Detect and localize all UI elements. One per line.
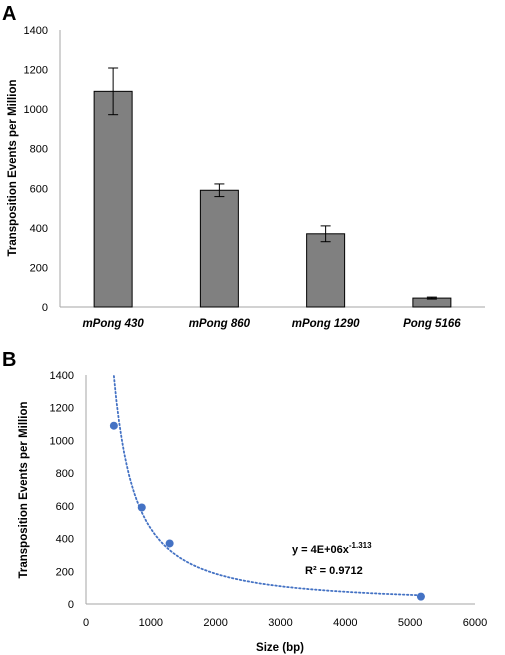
panel-b-x-axis-label: Size (bp) [256,642,304,654]
bar [93,90,133,308]
panel-b-y-ticks: 0 200 400 600 800 1000 1200 1400 [50,370,74,611]
panel-b-x-tick-label: 3000 [268,617,292,629]
panel-b-x-tick-label: 2000 [203,617,227,629]
bar [306,233,346,308]
panel-a-bars [93,67,452,308]
panel-b-trendline [113,375,422,597]
panel-a-category-label: mPong 430 [82,318,144,330]
panel-b-y-tick-label: 200 [56,566,74,578]
panel-a-category-label: mPong 860 [189,318,251,330]
panel-b-y-tick-label: 1000 [50,435,74,447]
panel-a-y-axis-label: Transposition Events per Million [7,80,19,257]
panel-b-x-tick-label: 0 [83,617,89,629]
panel-a-y-tick-label: 0 [42,302,48,314]
panel-b-y-axis-label: Transposition Events per Million [18,402,30,579]
panel-b-y-tick-label: 1400 [50,370,74,382]
panel-b-x-tick-label: 4000 [333,617,357,629]
panel-a-category-label: Pong 5166 [403,318,461,330]
panel-b-points [109,421,425,601]
panel-b-letter: B [2,349,16,371]
panel-a-category-label: mPong 1290 [292,318,360,330]
panel-a-y-tick-label: 800 [30,144,48,156]
panel-b-y-tick-label: 600 [56,501,74,513]
panel-a-y-tick-label: 1400 [24,25,48,37]
panel-a-letter: A [2,3,16,25]
data-point [137,503,146,512]
data-point [416,592,425,601]
trendline-equation: y = 4E+06x-1.313 [292,541,372,556]
panel-b-y-tick-label: 800 [56,468,74,480]
panel-a-y-tick-label: 400 [30,223,48,235]
panel-a-y-tick-label: 1000 [24,104,48,116]
panel-a-y-ticks: 0 200 400 600 800 1000 1200 1400 [24,25,48,314]
data-point [165,539,174,548]
panel-a-y-tick-label: 200 [30,262,48,274]
panel-b-y-tick-label: 1200 [50,403,74,415]
panel-b-y-tick-label: 400 [56,534,74,546]
panel-b-x-tick-label: 1000 [139,617,163,629]
bar [199,189,239,308]
panel-b-scatter-chart: B Transposition Events per Million Size … [2,349,487,654]
panel-b-y-tick-label: 0 [68,599,74,611]
trendline-r-squared: R² = 0.9712 [305,565,363,577]
panel-a-y-tick-label: 1200 [24,65,48,77]
panel-b-x-tick-label: 6000 [463,617,487,629]
panel-b-x-ticks: 0 1000 2000 3000 4000 5000 6000 [83,617,487,629]
panel-a-category-labels: mPong 430 mPong 860 mPong 1290 Pong 5166 [82,318,461,330]
panel-a-bar-chart: A Transposition Events per Million 0 200 4… [2,3,485,330]
panel-a-y-tick-label: 600 [30,183,48,195]
data-point [109,421,118,430]
panel-b-x-tick-label: 5000 [398,617,422,629]
